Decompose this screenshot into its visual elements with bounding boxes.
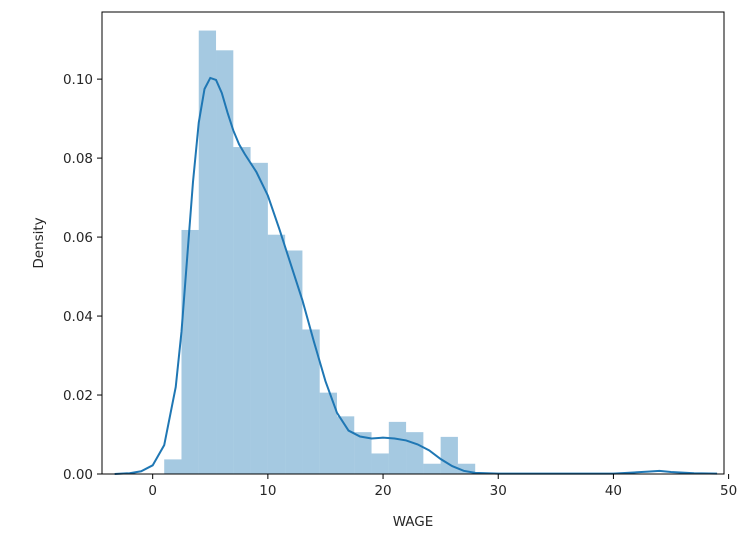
histogram-bar	[423, 463, 441, 474]
y-tick-label: 0.08	[63, 151, 93, 167]
x-tick-label: 0	[148, 483, 157, 499]
x-axis-ticks: 0 10 20 30 40 50	[148, 474, 737, 499]
y-tick-label: 0.04	[63, 309, 93, 325]
y-tick-label: 0.10	[63, 72, 93, 88]
y-axis-ticks: 0.00 0.02 0.04 0.06 0.08 0.10	[63, 72, 102, 483]
y-tick-label: 0.00	[63, 467, 93, 483]
histogram-bar	[457, 463, 476, 474]
histogram-bar	[198, 30, 217, 475]
plot-frame	[101, 11, 725, 475]
histogram-bar	[302, 329, 320, 474]
x-tick-label: 30	[490, 483, 507, 499]
y-tick-label: 0.02	[63, 388, 93, 404]
histogram-bar	[267, 234, 286, 474]
x-tick-label: 20	[374, 483, 391, 499]
x-tick-label: 50	[720, 483, 737, 499]
histogram-bar	[406, 432, 424, 474]
x-tick-label: 40	[605, 483, 622, 499]
histogram-bar	[216, 50, 234, 475]
kde-curve	[114, 76, 718, 475]
histogram-bar	[181, 229, 199, 474]
y-tick-label: 0.06	[63, 230, 93, 246]
x-axis-label: WAGE	[393, 514, 434, 530]
histogram-bars	[164, 30, 476, 475]
x-tick-label: 10	[259, 483, 276, 499]
histogram-bar	[440, 436, 458, 474]
histogram-bar	[233, 147, 251, 475]
histogram-bar	[371, 453, 389, 474]
histogram-bar	[388, 421, 407, 474]
histogram-bar	[164, 459, 182, 474]
y-axis-label: Density	[31, 217, 47, 268]
histogram-bar	[285, 250, 303, 474]
histogram-bar	[319, 392, 337, 474]
histogram-bar	[250, 162, 268, 475]
histogram-bar	[354, 432, 372, 474]
